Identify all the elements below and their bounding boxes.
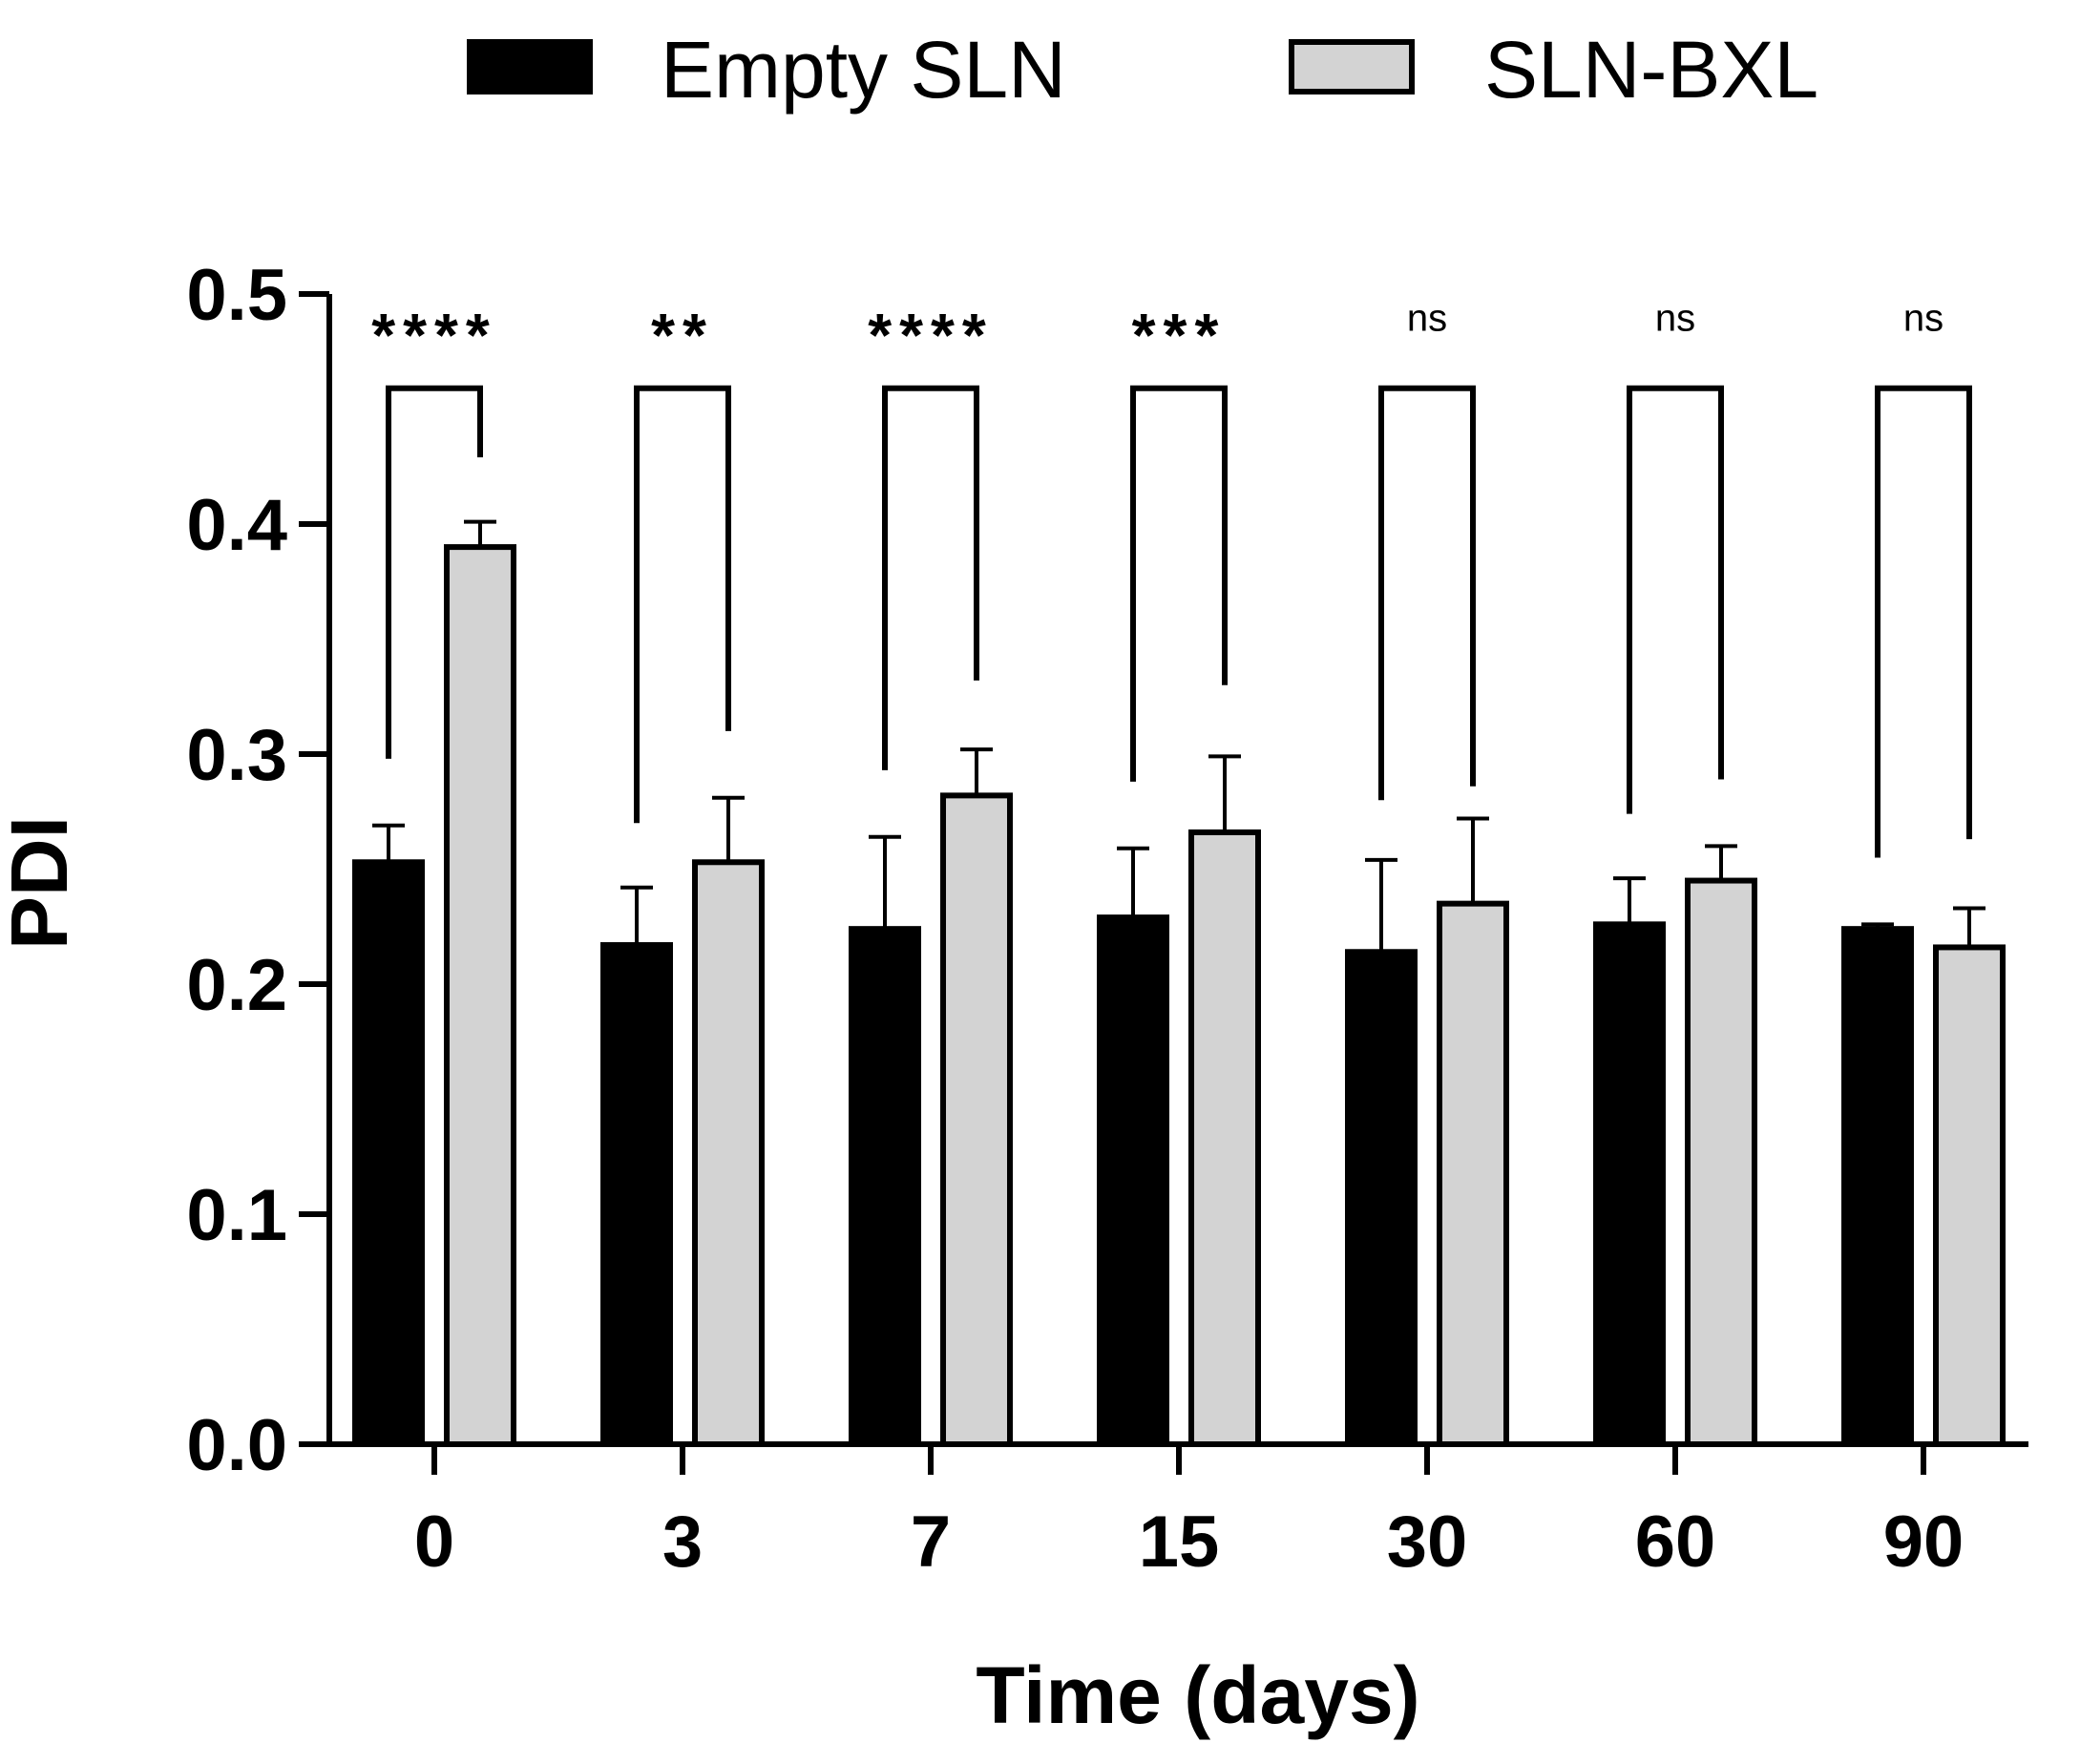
- bar-sln-bxl: [1933, 944, 2006, 1447]
- bar-empty-sln: [1841, 926, 1914, 1447]
- significance-label: ns: [1903, 298, 1943, 340]
- y-tick-label: 0.4: [186, 485, 287, 566]
- bar-sln-bxl: [940, 792, 1013, 1447]
- y-tick-label: 0.5: [186, 255, 287, 336]
- legend-label-sln-bxl: SLN-BXL: [1484, 25, 1818, 115]
- y-tick-label: 0.3: [186, 715, 287, 796]
- x-tick-label: 90: [1883, 1502, 1964, 1583]
- x-tick-label: 0: [414, 1502, 454, 1583]
- significance-label: ****: [371, 301, 497, 369]
- significance-label: ns: [1407, 298, 1447, 340]
- bar-sln-bxl: [1685, 877, 1757, 1447]
- bar-empty-sln: [1097, 914, 1169, 1447]
- x-tick-label: 7: [911, 1502, 951, 1583]
- significance-bracket: [882, 385, 979, 770]
- axes: 0.0 0.1 0.2 0.3 0.4 0.5 0 3 7 15 30 60 90: [186, 255, 2028, 1583]
- legend-swatch-sln-bxl: [1289, 39, 1415, 94]
- significance-bracket: [1130, 385, 1228, 782]
- significance-label: ns: [1655, 298, 1695, 340]
- x-tick-label: 30: [1387, 1502, 1468, 1583]
- significance-bracket: [1875, 385, 1972, 858]
- bar-empty-sln: [849, 926, 921, 1447]
- significance-bracket: [386, 385, 483, 759]
- significance-label: ***: [1132, 301, 1227, 369]
- bar-sln-bxl: [1188, 829, 1261, 1447]
- bar-empty-sln: [1345, 949, 1418, 1447]
- significance-brackets: **** ** **** *** ns ns ns: [371, 298, 1972, 858]
- bar-empty-sln: [1593, 921, 1666, 1447]
- bar-sln-bxl: [444, 544, 516, 1447]
- bar-sln-bxl: [1437, 900, 1509, 1447]
- legend-swatch-empty-sln: [467, 39, 593, 94]
- significance-bracket: [634, 385, 731, 824]
- x-tick-label: 15: [1139, 1502, 1220, 1583]
- x-tick-label: 60: [1635, 1502, 1716, 1583]
- y-axis-label: PDI: [0, 816, 84, 950]
- bar-sln-bxl: [692, 859, 765, 1447]
- significance-bracket: [1627, 385, 1724, 814]
- bars: [352, 544, 2006, 1447]
- x-axis-label: Time (days): [976, 1650, 1419, 1740]
- bar-empty-sln: [352, 859, 425, 1447]
- legend: Empty SLN SLN-BXL: [467, 25, 1818, 115]
- legend-label-empty-sln: Empty SLN: [661, 25, 1066, 115]
- x-tick-label: 3: [662, 1502, 703, 1583]
- y-tick-label: 0.0: [186, 1405, 287, 1486]
- y-tick-label: 0.1: [186, 1175, 287, 1256]
- y-tick-label: 0.2: [186, 945, 287, 1026]
- error-bars: [372, 519, 1985, 953]
- significance-bracket: [1378, 385, 1476, 801]
- significance-label: ****: [868, 301, 994, 369]
- bar-empty-sln: [600, 942, 673, 1447]
- significance-label: **: [651, 301, 714, 369]
